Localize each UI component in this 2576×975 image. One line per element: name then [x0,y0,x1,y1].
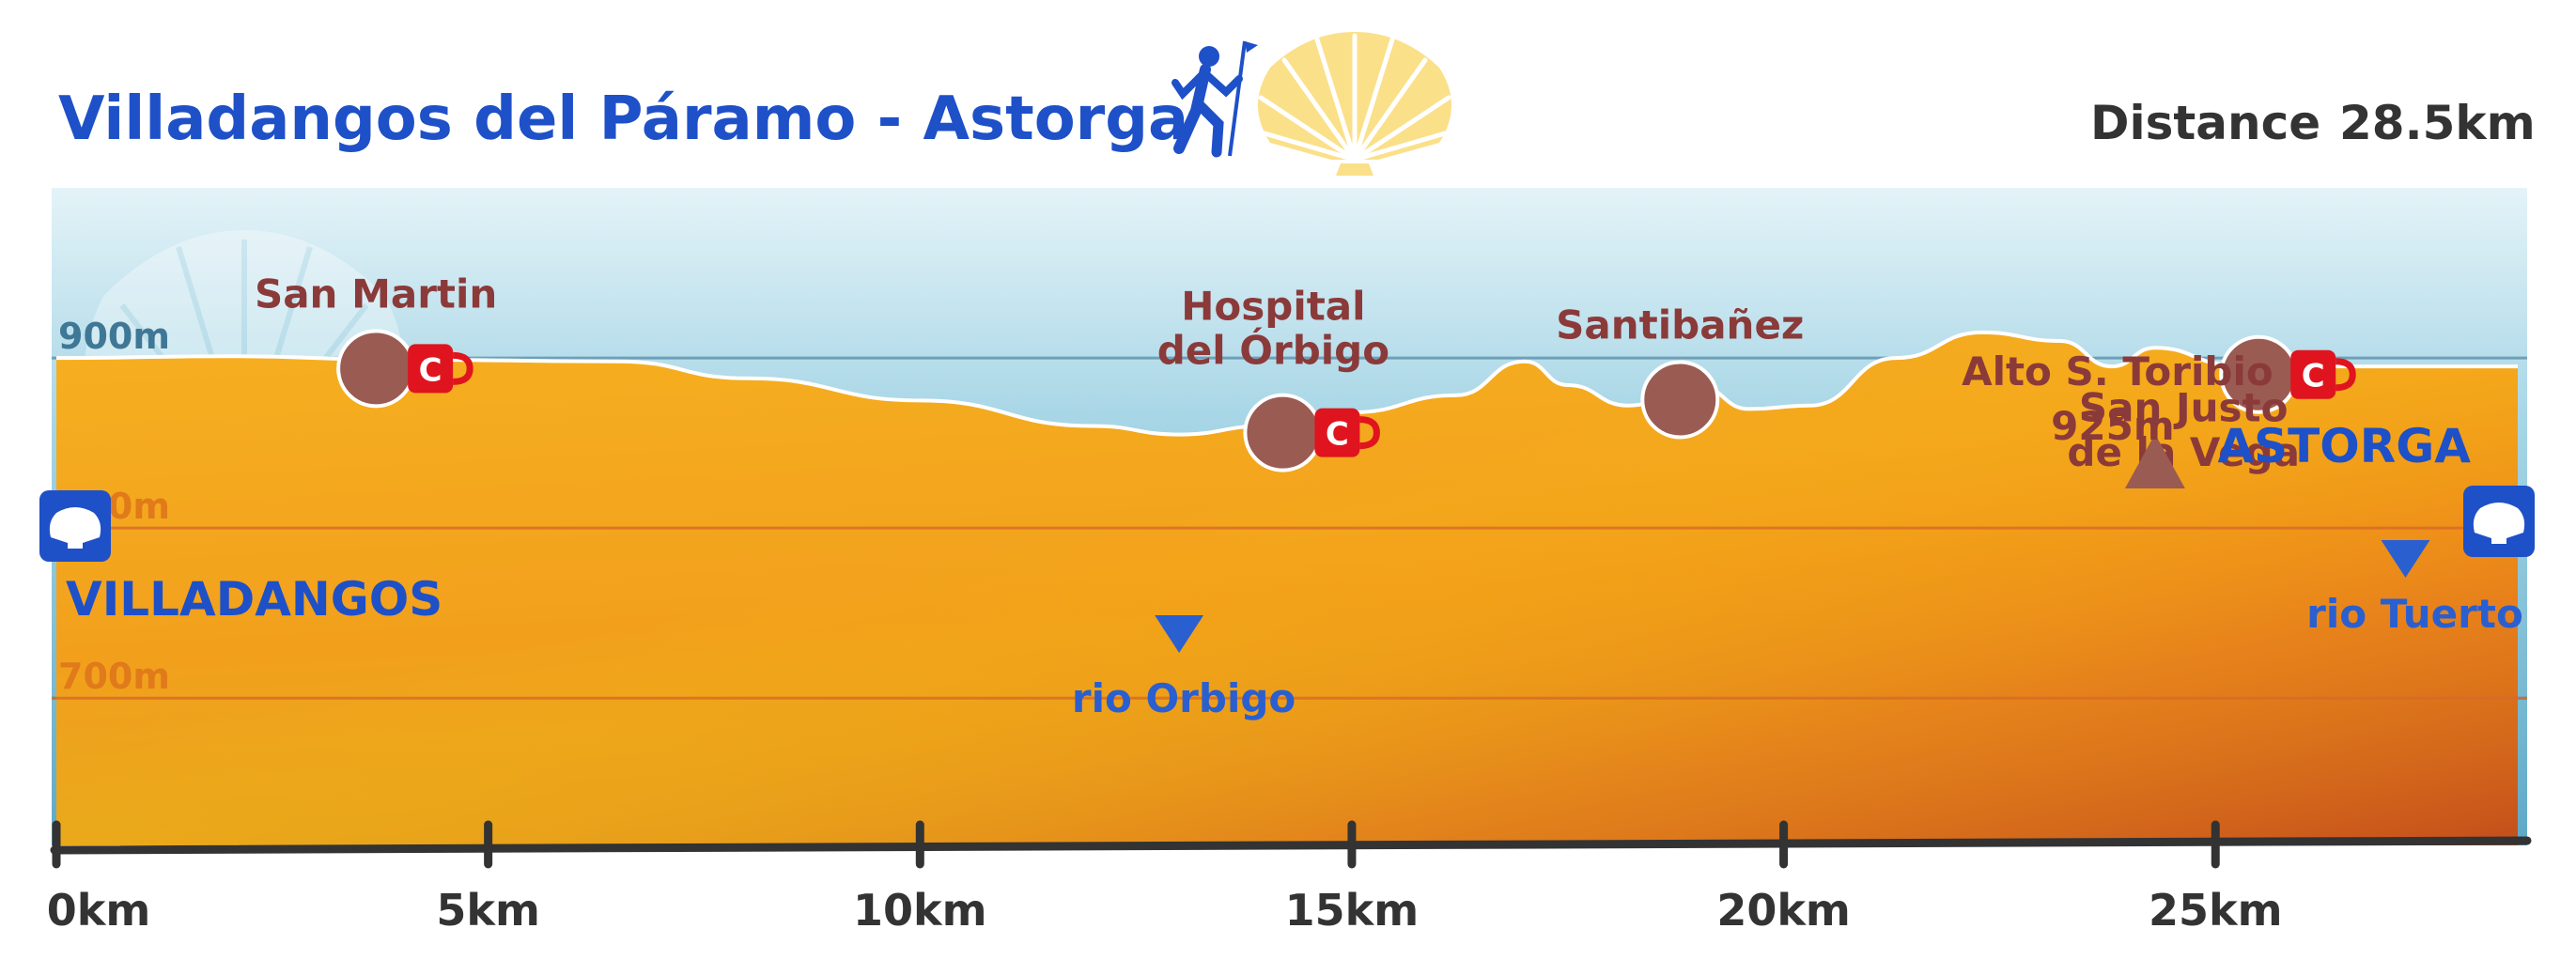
svg-text:C: C [1326,416,1349,454]
svg-text:C: C [419,351,442,389]
chart-title: Villadangos del Páramo - Astorga [58,85,1188,154]
distance-value: 28.5km [2339,96,2536,150]
river-label-1: rio Tuerto [2306,591,2523,637]
terrain-shading [56,332,2518,845]
x-tick-label-10: 10km [853,885,987,936]
x-tick-label-25: 25km [2149,885,2283,936]
place-2-marker [1243,393,1323,472]
place-1-label: San Martin [255,271,497,317]
river-label-0: rio Orbigo [1072,675,1296,721]
cafe-icon: C [408,344,473,394]
place-4-label-line-2: de la Vega [2067,429,2300,475]
ground-layer [55,330,2518,845]
end-badge [2463,486,2535,557]
x-axis-line [50,836,2532,855]
place-0-label: VILLADANGOS [66,572,442,627]
x-tick-label-20: 20km [1716,885,1851,936]
hiker-icon [1172,40,1258,158]
place-2-label-line-2: del Órbigo [1157,327,1389,374]
river-marker-1 [2381,540,2430,578]
place-1-marker [336,329,416,409]
place-3-label: Santibañez [1556,302,1804,348]
place-5-label: ASTORGA [2217,419,2471,473]
x-tick-label-15: 15km [1285,885,1420,936]
peak-elevation: 925m [2051,403,2174,449]
x-tick-label-0: 0km [47,885,151,936]
x-tick-label-5: 5km [436,885,540,936]
cafe-icon: C [1314,408,1380,457]
y-tick-label-700: 700m [58,656,170,697]
terrain-outline [55,330,2518,437]
cafe-icon: C [2290,349,2356,399]
place-2-label-line-1: Hospital [1181,284,1365,330]
river-marker-0 [1155,615,1204,653]
scallop-shell-icon [1258,32,1451,176]
peak-marker [2124,434,2185,488]
place-4-label-line-1: San Justo [2079,385,2289,431]
svg-text:C: C [2302,358,2325,395]
x-axis: 0km 5km 10km 15km 20km 25km [47,820,2532,936]
y-tick-label-900: 900m [58,316,170,357]
start-badge [39,490,111,562]
place-3-marker [1640,360,1720,440]
peak-name: Alto S. Toribio [1962,348,2273,395]
distance-label: Distance [2090,96,2320,150]
